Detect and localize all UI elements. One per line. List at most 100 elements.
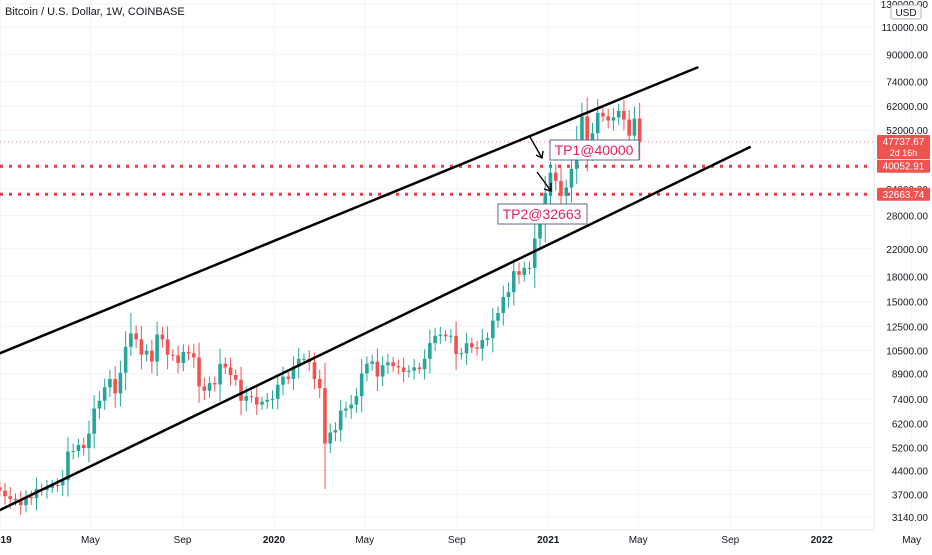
candle-body <box>102 387 107 401</box>
candles <box>0 97 642 515</box>
price-tick-label: 5200.00 <box>892 443 929 454</box>
candle-body <box>606 116 610 121</box>
candle-body <box>155 334 159 362</box>
candle-body <box>538 223 542 239</box>
candle-body <box>564 187 569 196</box>
price-badge <box>877 187 930 201</box>
currency-button[interactable]: USD <box>890 4 922 20</box>
price-tick-label: 110000.00 <box>881 23 928 34</box>
candle-body <box>207 383 212 391</box>
tp1-arrow-icon[interactable] <box>529 136 544 160</box>
grid <box>0 0 913 530</box>
tp2-label: TP2@32663 <box>503 206 582 222</box>
price-tick-label: 15000.00 <box>886 298 928 309</box>
price-badge-countdown: 2d 16h <box>890 148 918 158</box>
candle-body <box>45 487 49 490</box>
candle-body <box>71 450 75 452</box>
candle-body <box>391 362 395 367</box>
annotations[interactable]: TP1@40000 TP2@32663 <box>497 136 640 225</box>
price-tick-label: 4400.00 <box>892 467 929 478</box>
time-tick-label: 2022 <box>811 535 834 546</box>
time-tick-label: 2021 <box>537 535 560 546</box>
price-badge <box>877 159 930 173</box>
candle-body <box>291 366 296 379</box>
price-badge-label: 47737.67 <box>883 137 925 148</box>
price-tick-label: 90000.00 <box>886 51 928 62</box>
candle-body <box>275 384 280 399</box>
price-tick-label: 18000.00 <box>886 272 928 283</box>
candle-body <box>296 358 301 367</box>
candle-body <box>506 292 511 298</box>
channel-lower-line[interactable] <box>0 145 752 512</box>
candle-body <box>548 172 553 193</box>
candle-body <box>459 353 464 355</box>
candle-body <box>118 372 123 394</box>
candle-body <box>134 333 138 340</box>
horizontal-levels[interactable] <box>0 141 873 196</box>
candle-body <box>611 117 616 121</box>
price-tick-label: 74000.00 <box>886 78 928 89</box>
candle-body <box>97 400 102 409</box>
candle-body <box>176 355 180 364</box>
candle-body <box>637 118 642 143</box>
price-tick-label: 52000.00 <box>886 126 928 137</box>
candle-body <box>622 110 626 120</box>
candle-body <box>396 366 401 368</box>
candle-body <box>559 180 563 196</box>
candle-body <box>401 367 406 372</box>
candle-body <box>496 313 500 321</box>
candle-body <box>323 388 327 444</box>
channel-upper-line[interactable] <box>0 66 699 355</box>
tp2-label-box[interactable] <box>497 203 588 225</box>
price-badge-label: 32663.74 <box>883 190 925 201</box>
price-tick-label: 10500.00 <box>886 347 928 358</box>
candle-body <box>569 168 574 188</box>
currency-button-frame[interactable] <box>890 4 922 20</box>
candle-body <box>228 367 233 376</box>
tp2-arrow-icon[interactable] <box>536 171 552 192</box>
trend-channel[interactable] <box>0 66 752 512</box>
candle-body <box>422 358 427 370</box>
candle-body <box>380 365 385 377</box>
candle-body <box>87 433 91 449</box>
candle-body <box>60 480 65 486</box>
candle-body <box>270 398 275 400</box>
candle-body <box>171 354 175 356</box>
candle-body <box>449 335 453 337</box>
candle-body <box>490 320 495 339</box>
candle-body <box>0 487 2 491</box>
price-tick-label: 8900.00 <box>892 369 929 380</box>
candle-body <box>165 339 170 355</box>
candle-body <box>595 112 600 134</box>
candle-body <box>129 333 133 347</box>
price-badge-label: 40052.91 <box>883 162 925 173</box>
candle-body <box>359 373 364 397</box>
price-tick-label: 28000.00 <box>886 212 928 223</box>
candle-body <box>8 496 13 499</box>
currency-label: USD <box>895 8 916 19</box>
candle-body <box>470 343 474 348</box>
candle-body <box>511 271 516 293</box>
candle-body <box>150 350 154 362</box>
candle-body <box>501 297 506 314</box>
candle-body <box>527 267 532 269</box>
candle-body <box>517 271 521 275</box>
candle-body <box>108 378 112 388</box>
candle-body <box>428 343 432 359</box>
candle-body <box>144 350 149 355</box>
candle-body <box>244 396 249 401</box>
candle-body <box>412 367 416 371</box>
candle-body <box>464 343 469 354</box>
tp1-label: TP1@40000 <box>555 142 634 158</box>
price-tick-label: 12500.00 <box>886 323 928 334</box>
candle-body <box>260 401 264 405</box>
time-tick-label: 2020 <box>263 535 286 546</box>
candle-body <box>286 376 291 379</box>
candle-body <box>522 267 527 275</box>
candle-body <box>254 397 259 405</box>
tp1-label-box[interactable] <box>549 139 640 161</box>
candle-body <box>218 363 222 385</box>
